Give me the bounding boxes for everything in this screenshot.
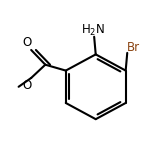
Text: Br: Br (127, 40, 140, 54)
Text: O: O (23, 79, 32, 92)
Text: O: O (23, 36, 32, 49)
Text: H$_2$N: H$_2$N (80, 23, 105, 38)
